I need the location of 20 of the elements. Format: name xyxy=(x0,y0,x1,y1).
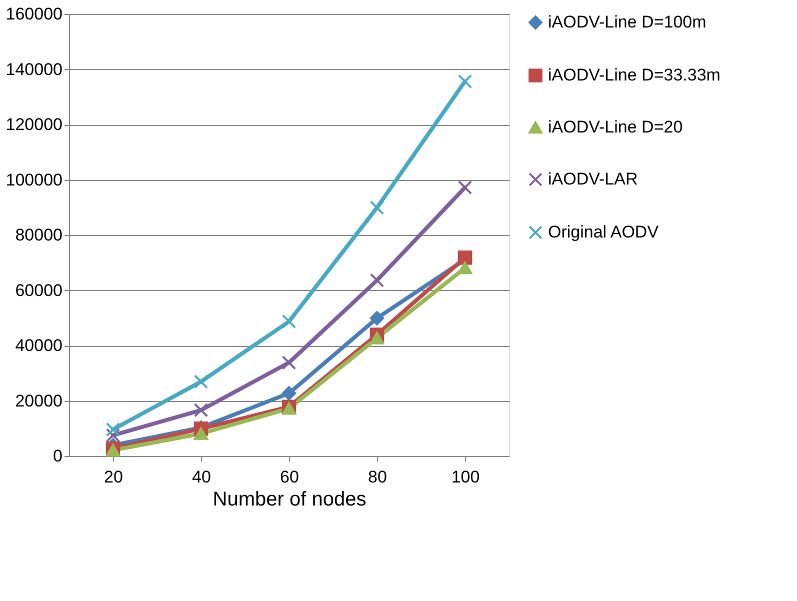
y-tick-label: 160000 xyxy=(6,4,62,24)
y-tick-label: 60000 xyxy=(15,280,62,300)
legend-label: iAODV-LAR xyxy=(548,170,638,188)
x-tick-label: 20 xyxy=(104,468,123,486)
y-tick-label: 40000 xyxy=(15,336,62,355)
legend-label: iAODV-Line D=33.33m xyxy=(548,66,720,84)
y-tick-label: 0 xyxy=(53,446,62,466)
x-tick-label: 60 xyxy=(280,468,299,486)
x-tick-label: 100 xyxy=(451,468,480,486)
y-tick-label: 20000 xyxy=(15,391,62,410)
legend-label: iAODV-Line D=100m xyxy=(548,12,706,32)
y-tick-label: 80000 xyxy=(15,226,62,244)
legend-label: Original AODV xyxy=(548,222,660,242)
y-tick-label: 140000 xyxy=(6,60,62,79)
legend-label: iAODV-Line D=20 xyxy=(548,118,683,136)
x-tick-label: 80 xyxy=(368,468,387,486)
x-axis-title: Number of nodes xyxy=(212,488,366,510)
y-tick-label: 120000 xyxy=(6,115,62,134)
y-tick-label: 100000 xyxy=(6,170,62,190)
x-tick-label: 40 xyxy=(192,468,211,486)
